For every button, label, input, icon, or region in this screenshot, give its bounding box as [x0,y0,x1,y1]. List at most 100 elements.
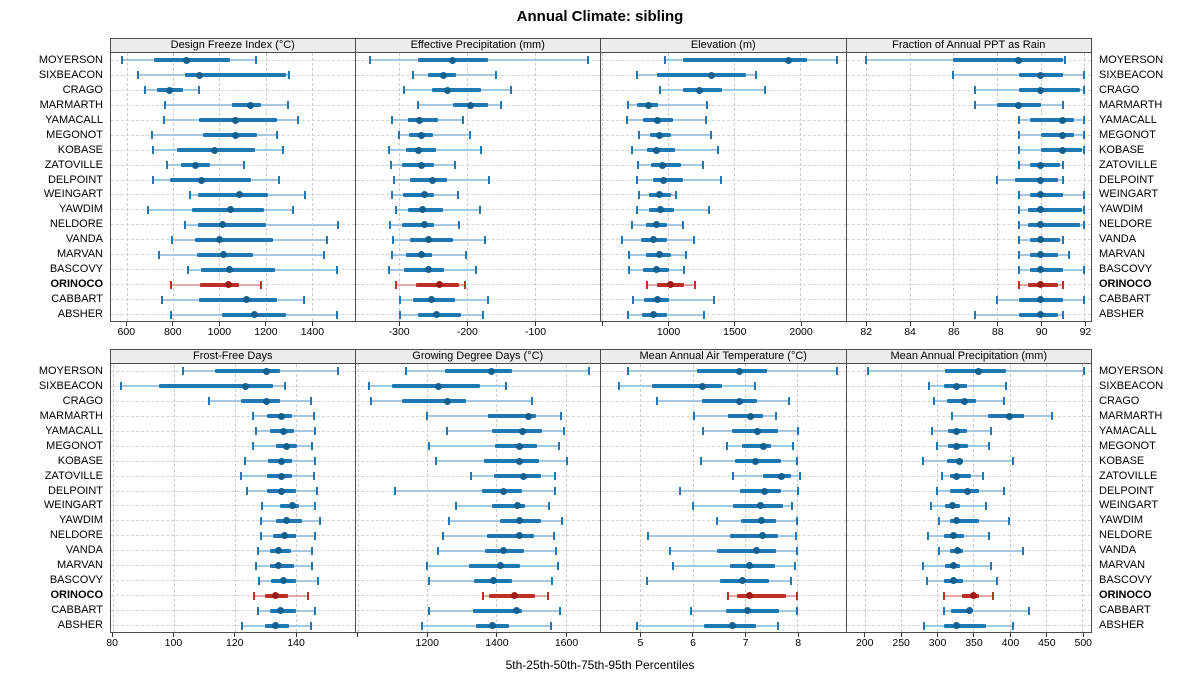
whisker-cap [636,621,639,630]
whisker-cap [719,176,722,185]
row-label-absher: ABSHER [57,308,103,321]
whisker-cap [505,382,507,391]
whisker-cap [587,367,590,376]
median-dot [961,397,969,405]
row-gridline [355,254,600,256]
median-dot [975,367,983,375]
row-gridline [111,520,355,522]
x-gridline [640,364,642,632]
iqr-bar [1040,133,1074,138]
whisker-cap [463,280,466,289]
whisker-cap [292,205,295,214]
row-labels-right-bottom: MOYERSON SIXBEACON CRAGO MARMARTH YAMACALL ME… [1092,349,1200,633]
row-gridline [111,535,355,537]
x-gridline [173,53,175,321]
whisker-range-line [164,104,289,107]
row-label-crago: CRAGO [1099,83,1140,96]
panel-fraction-ppt-rain: Fraction of Annual PPT as Rain 82 84 86 88 9… [846,38,1092,341]
whisker-cap [635,71,638,80]
median-dot [417,161,425,169]
whisker-cap [259,531,262,540]
row-gridline [601,179,846,181]
x-gridline [1084,53,1086,321]
row-label-marmarth: MARMARTH [39,409,103,422]
median-dot [969,592,977,600]
whisker-cap [933,397,936,406]
median-dot [652,146,660,154]
row-label-marvan: MARVAN [1099,248,1146,261]
x-axis-tick-label: 6 [690,637,696,649]
whisker-cap [303,295,306,304]
whisker-cap [636,176,639,185]
whisker-cap [171,235,174,244]
row-gridline [111,565,355,567]
median-dot [744,607,752,615]
whisker-cap [684,250,687,259]
median-dot [1059,146,1067,154]
median-dot [210,146,218,154]
iqr-bar [472,608,522,613]
row-gridline [111,550,355,552]
whisker-cap [398,295,401,304]
whisker-cap [936,487,939,496]
whisker-cap [1083,146,1086,155]
row-gridline [601,224,846,226]
row-gridline [111,430,355,432]
iqr-bar [445,369,513,374]
x-axis-tick-label: -200 [456,326,478,338]
whisker-cap [391,250,394,259]
whisker-cap [753,382,756,391]
whisker-cap [282,146,285,155]
x-axis-tick-label: 140 [287,637,305,649]
row-label-yamacall: YAMACALL [1099,113,1157,126]
x-gridline [866,53,868,321]
whisker-cap [952,71,955,80]
panel-header: Frost-Free Days [110,349,356,364]
iqr-bar [158,384,273,389]
row-gridline [601,209,846,211]
median-dot [952,442,960,450]
iqr-bar [763,474,791,479]
median-dot [435,382,443,390]
iqr-bar [240,399,281,404]
whisker-cap [792,442,795,451]
row-gridline [111,445,355,447]
whisker-cap [627,367,630,376]
panel-plot-area [110,53,356,322]
median-dot [754,427,762,435]
panel-growing-degree-days: Growing Degree Days (°C) 1200 1400 1600 [355,349,601,652]
row-gridline [111,625,355,627]
median-dot [653,116,661,124]
row-label-bascovy: BASCOVY [49,263,103,276]
median-dot [511,592,519,600]
x-axis-tick-label: 82 [860,326,873,338]
median-dot [949,532,957,540]
whisker-cap [391,116,394,125]
row-gridline [601,164,846,166]
median-dot [418,206,426,214]
row-gridline [846,104,1091,106]
x-axis-tick-label: 5 [637,637,644,649]
median-dot [964,487,972,495]
median-dot [288,502,296,510]
median-dot [514,502,522,510]
whisker-cap [1061,280,1064,289]
iqr-bar [402,222,435,227]
iqr-bar [198,222,267,227]
whisker-cap [239,472,242,481]
whisker-cap [326,235,329,244]
x-axis-tick [864,633,866,637]
row-label-marvan: MARVAN [56,559,103,572]
row-label-yawdim: YAWDIM [1099,514,1143,527]
whisker-cap [1002,397,1005,406]
row-gridline [846,269,1091,271]
median-dot [1037,206,1045,214]
whisker-cap [560,516,563,525]
median-dot [524,412,532,420]
whisker-cap [646,280,649,289]
whisker-range-line [929,385,1007,388]
x-axis-tick [265,322,267,326]
x-axis-tick-label: 120 [225,637,244,649]
whisker-cap [412,71,415,80]
x-axis-tick-label: 800 [164,326,182,338]
